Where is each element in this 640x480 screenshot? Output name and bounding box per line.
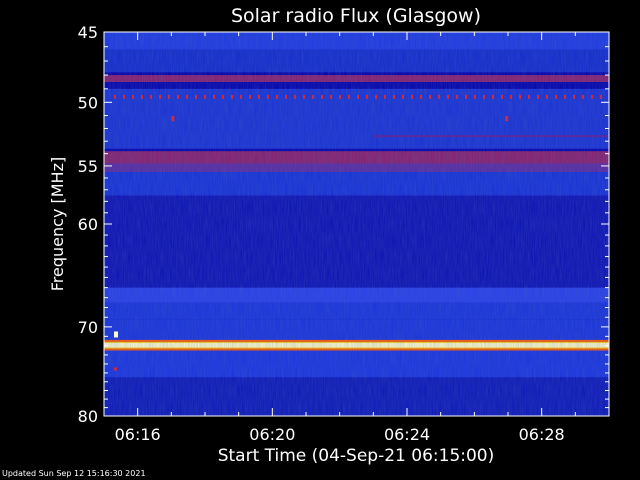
interference-dot	[447, 94, 449, 99]
y-tick-label: 55	[78, 157, 98, 176]
interference-dot	[267, 94, 269, 99]
interference-dot	[123, 94, 125, 99]
burst-mark	[114, 367, 117, 371]
interference-dot	[402, 94, 404, 99]
interference-dot	[186, 94, 188, 99]
spectrogram-feature-layer	[114, 94, 609, 371]
interference-dot	[546, 94, 548, 99]
interference-dot	[114, 94, 116, 99]
interference-dot	[600, 94, 602, 99]
interference-dot	[357, 94, 359, 99]
x-tick-label: 06:24	[384, 425, 430, 444]
spectrogram-plot-area	[104, 32, 609, 416]
interference-dot	[582, 94, 584, 99]
interference-dot	[411, 94, 413, 99]
interference-dot	[258, 94, 260, 99]
interference-dot	[339, 94, 341, 99]
interference-dot	[591, 94, 593, 99]
interference-dot	[312, 94, 314, 99]
interference-dot	[141, 94, 143, 99]
interference-dot	[393, 94, 395, 99]
interference-dot	[564, 94, 566, 99]
interference-dot	[375, 94, 377, 99]
y-tick-label: 70	[78, 318, 98, 337]
interference-dot	[168, 94, 170, 99]
y-tick-label: 60	[78, 215, 98, 234]
interference-dot	[492, 94, 494, 99]
interference-dot	[366, 94, 368, 99]
interference-dot	[204, 94, 206, 99]
x-axis-label: Start Time (04-Sep-21 06:15:00)	[218, 446, 495, 466]
interference-dot	[132, 94, 134, 99]
interference-dot	[456, 94, 458, 99]
x-tick-label: 06:20	[249, 425, 295, 444]
interference-dot	[528, 94, 530, 99]
interference-dot	[465, 94, 467, 99]
interference-dot	[195, 94, 197, 99]
interference-dot	[303, 94, 305, 99]
burst-mark	[114, 331, 118, 338]
y-axis: 45 50 55 60 70 80	[78, 23, 609, 426]
interference-dot	[177, 94, 179, 99]
interference-dot	[420, 94, 422, 99]
y-tick-label: 45	[78, 23, 98, 42]
interference-dot	[483, 94, 485, 99]
interference-dot	[213, 94, 215, 99]
interference-dot	[150, 94, 152, 99]
x-axis: 06:16 06:20 06:24 06:28	[103, 32, 610, 444]
interference-dot	[348, 94, 350, 99]
interference-dot	[222, 94, 224, 99]
interference-dot	[294, 94, 296, 99]
y-tick-label: 50	[78, 93, 98, 112]
interference-dot	[501, 94, 503, 99]
interference-dot	[510, 94, 512, 99]
interference-dot	[429, 94, 431, 99]
interference-dot	[537, 94, 539, 99]
drift-line	[373, 135, 609, 138]
interference-dot	[231, 94, 233, 99]
chart-title: Solar radio Flux (Glasgow)	[231, 5, 481, 27]
x-tick-label: 06:28	[519, 425, 565, 444]
burst-mark	[171, 116, 175, 122]
y-axis-label: Frequency [MHz]	[48, 157, 67, 291]
interference-dot	[276, 94, 278, 99]
interference-dot	[159, 94, 161, 99]
burst-mark	[505, 116, 509, 122]
interference-dot	[285, 94, 287, 99]
updated-timestamp: Updated Sun Sep 12 15:16:30 2021	[2, 469, 146, 478]
interference-dot	[519, 94, 521, 99]
interference-dot	[384, 94, 386, 99]
interference-dot	[330, 94, 332, 99]
interference-dot	[438, 94, 440, 99]
x-tick-label: 06:16	[115, 425, 161, 444]
interference-dot	[249, 94, 251, 99]
interference-dot	[555, 94, 557, 99]
interference-dot	[474, 94, 476, 99]
interference-dot	[321, 94, 323, 99]
spectrogram-noise-texture	[104, 32, 609, 416]
interference-dot	[573, 94, 575, 99]
y-tick-label: 80	[78, 407, 98, 426]
interference-dot	[240, 94, 242, 99]
